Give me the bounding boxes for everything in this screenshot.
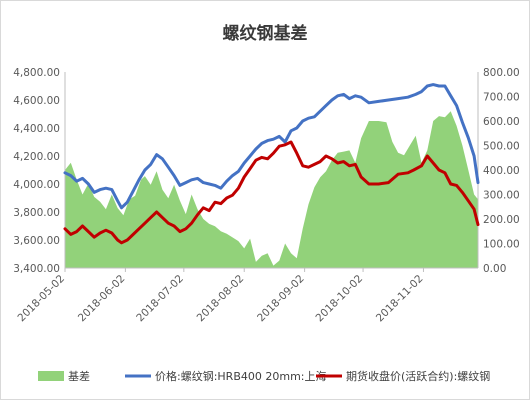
y-right-tick-label: 500.00 [483, 141, 520, 153]
y-right-tick-label: 800.00 [483, 67, 520, 79]
y-left-tick-label: 3,800.00 [13, 207, 60, 219]
x-tick-label: 2018-08-02 [195, 273, 247, 325]
series-line-1 [63, 83, 480, 210]
y-right-tick-label: 200.00 [483, 214, 520, 226]
legend-swatch-area [38, 371, 64, 381]
price-lines-layer [63, 83, 480, 245]
chart-legend: 基差 价格:螺纹钢:HRB400 20mm:上海 期货收盘价(活跃合约):螺纹钢 [38, 369, 490, 383]
basis-area [65, 111, 478, 268]
y-left-tick-label: 4,200.00 [13, 151, 60, 163]
y-left-tick-label: 4,000.00 [13, 179, 60, 191]
legend-label: 基差 [68, 369, 90, 383]
y-right-tick-label: 700.00 [483, 92, 520, 104]
y-left-tick-label: 4,400.00 [13, 123, 60, 135]
y-right-tick-label: 0.00 [483, 263, 506, 275]
y-left-tick-label: 4,800.00 [13, 67, 60, 79]
y-left-tick-label: 3,400.00 [13, 263, 60, 275]
x-tick-label: 2018-07-02 [134, 273, 186, 325]
y-left-tick-label: 4,600.00 [13, 95, 60, 107]
y-right-tick-label: 300.00 [483, 190, 520, 202]
y-right-tick-label: 600.00 [483, 116, 520, 128]
series-line-2 [63, 140, 480, 245]
y-right-tick-label: 400.00 [483, 165, 520, 177]
x-tick-label: 2018-09-02 [255, 273, 307, 325]
x-tick-label: 2018-06-02 [76, 273, 128, 325]
legend-label: 期货收盘价(活跃合约):螺纹钢 [346, 369, 490, 383]
x-tick-label: 2018-10-02 [314, 273, 366, 325]
x-tick-label: 2018-05-02 [15, 273, 67, 325]
basis-area-layer [65, 111, 478, 268]
x-tick-label: 2018-11-02 [374, 273, 426, 325]
chart-title: 螺纹钢基差 [223, 23, 308, 44]
y-right-tick-label: 100.00 [483, 239, 520, 251]
legend-label: 价格:螺纹钢:HRB400 20mm:上海 [155, 369, 327, 383]
y-left-tick-label: 3,600.00 [13, 235, 60, 247]
